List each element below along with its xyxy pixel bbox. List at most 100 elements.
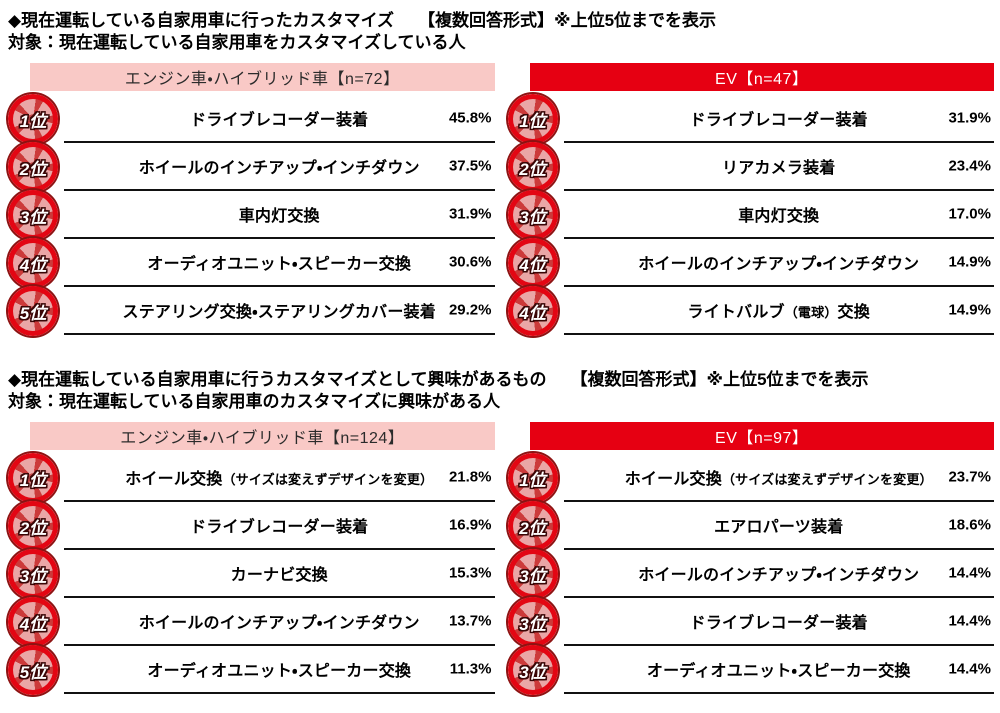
- table-header: エンジン車・ハイブリッド車【n=72】: [30, 63, 495, 92]
- rank-badge-label: 2位: [519, 159, 546, 179]
- table-row: 5位 オーディオユニット・スピーカー交換 11.3%: [8, 645, 495, 696]
- rank-badge: 4位: [8, 597, 58, 648]
- item-percentage: 15.3%: [445, 564, 492, 582]
- rank-badge-label: 3位: [519, 662, 546, 682]
- rank-badge: 4位: [507, 286, 558, 337]
- rank-badge: 1位: [8, 453, 58, 504]
- rank-badge-label: 2位: [519, 518, 546, 538]
- rank-badge-label: 4位: [19, 255, 47, 275]
- rank-badge-label: 2位: [19, 518, 47, 538]
- table-row: 1位 ドライブレコーダー装着 45.8%: [8, 94, 495, 145]
- table-header: EV【n=97】: [529, 422, 994, 451]
- wheel-icon: [8, 286, 58, 337]
- table-row: 2位 リアカメラ装着 23.4%: [507, 142, 994, 193]
- table-row: 4位 オーディオユニット・スピーカー交換 30.6%: [8, 238, 495, 289]
- item-percentage: 14.4%: [945, 660, 991, 678]
- wheel-icon: [8, 190, 58, 241]
- section-header: ◆現在運転している自家用車に行ったカスタマイズ 【複数回答形式】※上位5位までを表…: [8, 10, 994, 54]
- item-label: ホイール交換（サイズは変えずデザインを変更）: [125, 471, 434, 489]
- item-percentage: 23.7%: [945, 468, 991, 486]
- rank-badge-label: 1位: [19, 111, 47, 131]
- rank-badge-label: 3位: [519, 614, 546, 634]
- wheel-icon: [507, 549, 558, 600]
- section-performed-customizations: ◆現在運転している自家用車に行ったカスタマイズ 【複数回答形式】※上位5位までを表…: [8, 10, 994, 337]
- item-label: オーディオユニット・スピーカー交換: [147, 256, 412, 274]
- rank-badge: 2位: [8, 501, 58, 552]
- section-title-text: ◆現在運転している自家用車に行ったカスタマイズ: [8, 11, 395, 30]
- wheel-icon: [507, 597, 558, 648]
- item-percentage: 37.5%: [445, 157, 492, 175]
- rank-badge: 1位: [507, 453, 558, 504]
- table-pair: エンジン車・ハイブリッド車【n=72】 1位 ドライブレコーダー装着 45.8% …: [8, 63, 994, 337]
- section-title: ◆現在運転している自家用車に行うカスタマイズとして興味があるもの 【複数回答形式】…: [8, 369, 994, 391]
- rank-badge-label: 3位: [519, 566, 546, 586]
- table-row: 3位 車内灯交換 31.9%: [8, 190, 495, 241]
- item-label: 車内灯交換: [238, 208, 320, 226]
- table-row: 2位 ドライブレコーダー装着 16.9%: [8, 501, 495, 552]
- wheel-icon: [507, 286, 558, 337]
- item-percentage: 29.2%: [445, 301, 492, 319]
- section-note: 【複数回答形式】※上位5位までを表示: [570, 370, 869, 390]
- item-percentage: 13.7%: [445, 612, 492, 630]
- item-percentage: 23.4%: [945, 157, 991, 175]
- section-note: 【複数回答形式】※上位5位までを表示: [418, 11, 717, 30]
- item-percentage: 14.4%: [945, 564, 991, 582]
- rank-badge-label: 1位: [519, 470, 546, 490]
- item-label: ホイールのインチアップ・インチダウン: [138, 160, 420, 178]
- wheel-icon: [8, 94, 58, 145]
- table-pair: エンジン車・ハイブリッド車【n=124】 1位 ホイール交換（サイズは変えずデザ…: [8, 422, 994, 696]
- rank-badge-label: 1位: [19, 470, 47, 490]
- rank-badge: 2位: [507, 142, 558, 193]
- item-percentage: 30.6%: [445, 253, 492, 271]
- item-percentage: 14.4%: [945, 612, 991, 630]
- rank-badge: 4位: [8, 238, 58, 289]
- item-label: カーナビ交換: [230, 567, 328, 585]
- item-label: ホイールのインチアップ・インチダウン: [138, 615, 420, 633]
- wheel-icon: [8, 238, 58, 289]
- table-header: エンジン車・ハイブリッド車【n=124】: [30, 422, 495, 451]
- section-title-text: ◆現在運転している自家用車に行うカスタマイズとして興味があるもの: [8, 370, 547, 390]
- rank-badge: 2位: [507, 501, 558, 552]
- rank-badge-label: 3位: [519, 207, 546, 227]
- section-target: 対象：現在運転している自家用車のカスタマイズに興味がある人: [8, 392, 500, 412]
- ranking-table-ev-performed: EV【n=47】 1位 ドライブレコーダー装着 31.9% 2位 リアカメラ装着 2…: [507, 63, 994, 337]
- rank-badge-label: 4位: [519, 255, 546, 275]
- table-row: 2位 エアロパーツ装着 18.6%: [507, 501, 994, 552]
- wheel-icon: [8, 501, 58, 552]
- table-row: 5位 ステアリング交換・ステアリングカバー装着 29.2%: [8, 286, 495, 337]
- table-row: 1位 ホイール交換（サイズは変えずデザインを変更） 23.7%: [507, 453, 994, 504]
- rank-badge-label: 5位: [19, 662, 47, 682]
- wheel-icon: [507, 190, 558, 241]
- section-title: ◆現在運転している自家用車に行ったカスタマイズ 【複数回答形式】※上位5位までを表…: [8, 10, 994, 32]
- section-target: 対象：現在運転している自家用車をカスタマイズしている人: [8, 33, 466, 53]
- table-row: 1位 ドライブレコーダー装着 31.9%: [507, 94, 994, 145]
- item-percentage: 16.9%: [445, 516, 492, 534]
- wheel-icon: [507, 94, 558, 145]
- wheel-icon: [8, 453, 58, 504]
- rank-badge-label: 2位: [19, 159, 47, 179]
- rank-badge: 3位: [507, 190, 558, 241]
- item-percentage: 18.6%: [945, 516, 991, 534]
- item-label: 車内灯交換: [738, 208, 820, 226]
- table-row: 3位 カーナビ交換 15.3%: [8, 549, 495, 600]
- item-label: オーディオユニット・スピーカー交換: [147, 663, 412, 681]
- rank-badge: 1位: [507, 94, 558, 145]
- rank-badge: 1位: [8, 94, 58, 145]
- rank-badge: 5位: [8, 645, 58, 696]
- ranking-table-engine-hybrid-interested: エンジン車・ハイブリッド車【n=124】 1位 ホイール交換（サイズは変えずデザ…: [8, 422, 495, 696]
- item-percentage: 31.9%: [445, 205, 492, 223]
- wheel-icon: [507, 142, 558, 193]
- item-percentage: 11.3%: [446, 660, 492, 678]
- item-label: ドライブレコーダー装着: [689, 112, 868, 130]
- item-percentage: 14.9%: [945, 301, 991, 319]
- item-label: ステアリング交換・ステアリングカバー装着: [122, 304, 436, 322]
- item-percentage: 17.0%: [945, 205, 991, 223]
- wheel-icon: [507, 501, 558, 552]
- section-header: ◆現在運転している自家用車に行うカスタマイズとして興味があるもの 【複数回答形式】…: [8, 369, 994, 413]
- table-row: 3位 ドライブレコーダー装着 14.4%: [507, 597, 994, 648]
- item-label: ホイールのインチアップ・インチダウン: [638, 256, 920, 274]
- rank-badge: 3位: [8, 549, 58, 600]
- rank-badge-label: 3位: [19, 566, 47, 586]
- table-row: 4位 ホイールのインチアップ・インチダウン 13.7%: [8, 597, 495, 648]
- item-label: ライトバルブ（電球）交換: [687, 304, 870, 322]
